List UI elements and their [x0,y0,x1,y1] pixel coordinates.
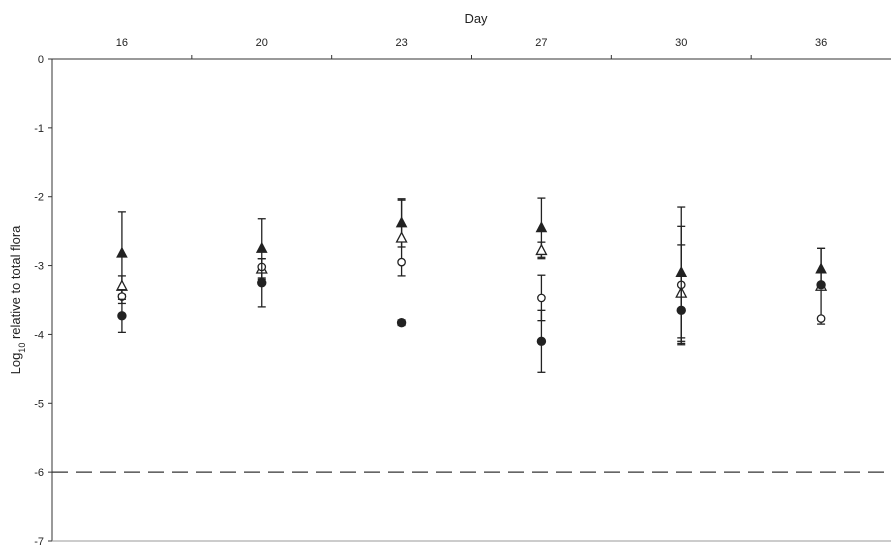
y-tick-label: -2 [34,192,44,204]
y-tick-label: 0 [38,54,44,66]
data-point-filled-triangle [116,246,128,258]
data-point-filled-circle [816,280,826,290]
data-point-open-circle [397,257,406,267]
data-point-filled-circle [536,336,547,347]
y-tick-label: -1 [34,123,44,135]
data-point-open-triangle [115,279,128,291]
data-point-filled-circle [676,305,686,316]
data-point-filled-triangle [535,221,548,233]
x-tick-label: 36 [815,37,827,49]
y-tick-label: -6 [34,467,44,479]
y-axis-title-main: Log [8,353,23,375]
data-point-filled-circle [396,318,407,328]
data-point-filled-triangle [255,241,268,253]
y-ticks: 0 -1 -2 -3 -4 -5 -6 -7 [34,54,52,546]
data-point-open-circle [537,293,546,303]
data-point-open-triangle [395,231,408,243]
y-axis-title-rest: relative to total flora [8,225,23,343]
x-tick-label: 30 [675,37,687,49]
data-marks [115,197,828,373]
data-point-open-triangle [535,243,548,256]
y-axis-title-sub: 10 [17,343,27,353]
x-tick-label: 23 [395,37,407,49]
y-axis-title: Log10 relative to total flora [8,225,27,375]
y-tick-label: -3 [34,261,44,273]
y-tick-label: -4 [34,329,44,341]
data-point-filled-circle [117,311,127,321]
y-tick-label: -5 [34,398,44,410]
x-ticks: 16 20 23 27 30 36 [116,37,827,59]
x-tick-label: 27 [535,37,547,49]
x-tick-label: 16 [116,37,128,49]
x-tick-label: 20 [256,37,268,49]
data-point-open-circle [816,314,826,323]
y-tick-label: -7 [34,536,44,546]
data-point-filled-circle [257,278,267,288]
x-axis-title: Day [464,11,488,26]
